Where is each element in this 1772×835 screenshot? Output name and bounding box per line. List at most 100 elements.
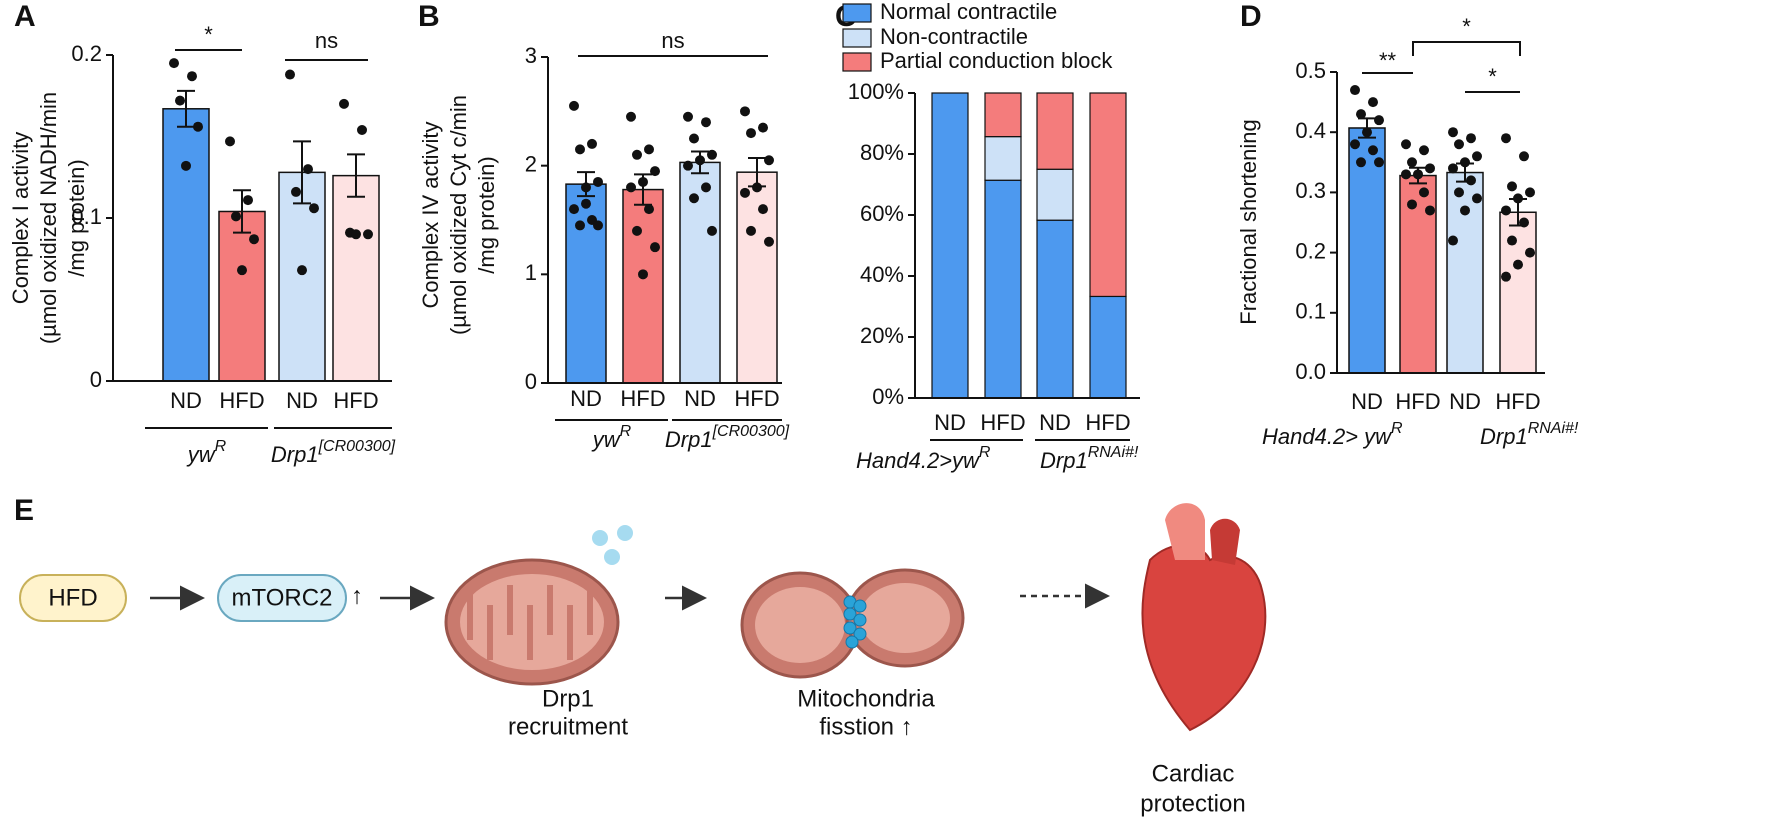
y-tick-label: 0% [872,384,904,409]
error-bar [293,140,311,205]
data-point [707,225,717,236]
data-point [1513,193,1523,204]
y-axis-title: /mg protein) [64,159,89,276]
data-point [626,111,636,122]
y-axis-title: (µmol oxidized Cyt c/min [446,95,471,335]
caption: Drp1 [542,685,594,712]
data-point [357,124,367,135]
data-point [695,155,705,166]
x-tick-label: HFD [980,410,1025,435]
data-point [740,106,750,117]
group-name: yw [186,442,217,467]
panel: A 0 0.1 0.2 ND HFD ND HFD ywR Drp1[CR00300] Comple… [8,0,396,467]
data-point [581,198,591,209]
data-point [1454,139,1464,150]
y-tick-label: 60% [860,201,904,226]
x-tick-label: ND [286,388,318,413]
error-bar [177,89,195,128]
legend-swatch [842,52,872,72]
significance-label: * [1488,64,1497,89]
data-point [569,204,579,215]
group-label: Drp1RNAi#! [1040,444,1139,473]
data-point [1460,205,1470,216]
bar [332,174,380,382]
bar-segment [1036,92,1074,170]
data-point [1513,259,1523,270]
x-tick-label: HFD [333,388,378,413]
caption: protection [1140,790,1245,817]
data-point [1525,187,1535,198]
y-tick-label: 0.2 [1295,238,1326,263]
data-point [1472,151,1482,162]
panel-letter: E [14,494,34,527]
group-sup: R [979,444,991,461]
y-tick-label: 80% [860,140,904,165]
group-label: Hand4.2> ywR [1262,420,1403,449]
legend-label: Normal contractile [880,0,1057,24]
bar-segment [984,179,1022,399]
y-axis-title: Complex IV activity [418,121,443,308]
cristae [467,585,593,660]
bar-segment [1089,295,1127,399]
x-tick-label: ND [1449,389,1481,414]
y-tick-label: 0 [90,367,102,392]
data-point [237,265,247,276]
data-point [740,187,750,198]
group-name: Drp1 [271,442,319,467]
data-point [701,182,711,193]
bar-segment [1036,219,1074,399]
data-point [683,111,693,122]
y-tick-label: 100% [848,79,904,104]
y-tick-label: 0 [525,369,537,394]
data-point [231,211,241,222]
data-point [1507,235,1517,246]
panel: B 0 1 2 3 ND HFD ND HFD ywR Drp1[CR00300] Complex I… [418,0,790,452]
group-label: Drp1[CR00300] [271,438,396,467]
group-sup: [CR00300] [318,438,396,455]
bar-segment [984,92,1022,138]
legend-label: Non-contractile [880,24,1028,49]
data-point [1368,97,1378,108]
y-tick-label: 0.4 [1295,118,1326,143]
data-point [181,160,191,171]
data-point [689,193,699,204]
legend-label: Partial conduction block [880,48,1113,73]
data-point [575,144,585,155]
data-point [339,98,349,109]
data-point [638,269,648,280]
data-point [701,117,711,128]
bar [622,188,664,384]
panel-letter: A [14,0,36,33]
bar-segment [1089,92,1127,298]
data-point [297,265,307,276]
caption: fisstion ↑ [819,713,912,740]
x-tick-label: ND [1039,410,1071,435]
diagram: E HFD mTORC2 ↑ Drp1 recruitment Mitochon… [14,494,1267,817]
group-sup: RNAi#! [1528,420,1579,437]
data-point [593,220,603,231]
data-point [1368,145,1378,156]
y-axis-title: Complex I activity [8,132,33,304]
node-label: HFD [48,584,97,611]
x-tick-label: HFD [734,386,779,411]
x-tick-label: ND [170,388,202,413]
y-tick-label: 0.5 [1295,58,1326,83]
data-point [303,164,313,175]
y-tick-label: 0.1 [1295,299,1326,324]
up-arrow: ↑ [351,582,363,609]
x-tick-label: ND [934,410,966,435]
mitochondrion-inner [755,587,845,663]
data-point [1519,151,1529,162]
data-point [758,122,768,133]
x-tick-label: HFD [219,388,264,413]
data-point [764,236,774,247]
data-point [1413,169,1423,180]
y-tick-label: 0.1 [71,204,102,229]
data-point [644,204,654,215]
data-point [1448,127,1458,138]
data-point [225,136,235,147]
group-sup: [CR00300] [712,423,790,440]
group-label: ywR [186,438,227,467]
